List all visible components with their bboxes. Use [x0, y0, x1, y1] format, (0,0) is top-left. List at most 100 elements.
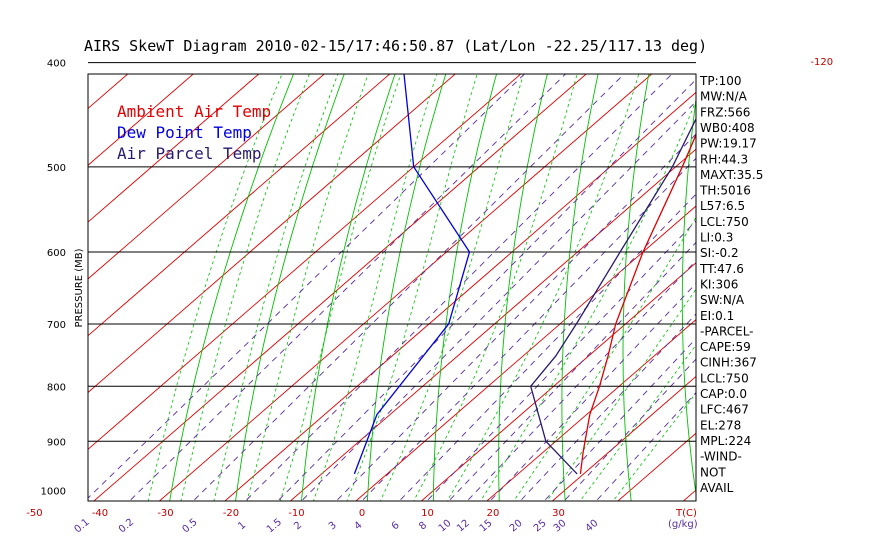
- dry-adiabat-line: [796, 0, 870, 518]
- isotherm-line: [289, 148, 696, 501]
- stability-index-item: LFC:467: [700, 403, 749, 417]
- stability-index-item: SW:N/A: [700, 293, 745, 307]
- bottom-temp-tick-label: 0: [359, 508, 365, 519]
- isotherm-line: [224, 91, 696, 501]
- pressure-tick-label: 1000: [41, 487, 66, 498]
- isotherm-line: [93, 74, 587, 501]
- mixing-ratio-tick-label: 8: [417, 520, 429, 533]
- pressure-tick-label: 700: [47, 320, 66, 331]
- moist-adiabat-line: [313, 74, 438, 501]
- mixing-ratio-tick-label: 6: [390, 520, 402, 533]
- mixing-ratio-tick-label: 15: [478, 518, 495, 535]
- moist-adiabat-line: [213, 74, 339, 501]
- stability-index-item: TT:47.6: [699, 262, 744, 276]
- dry-adiabat-line: [301, 74, 396, 501]
- mixing-ratio-line: [88, 74, 526, 499]
- stability-index-item: CINH:367: [700, 356, 757, 370]
- moist-adiabat-line: [379, 74, 524, 501]
- mixing-ratio-tick-label: 40: [584, 518, 601, 535]
- axis-ticks: 1002003004005006007008009001000-120-110-…: [26, 57, 833, 536]
- top-temp-tick-label: -120: [810, 57, 833, 68]
- stability-index-item: AVAIL: [700, 481, 734, 495]
- ambient-temp-line: [579, 133, 696, 474]
- moist-adiabat-line: [180, 74, 310, 501]
- stability-index-item: MPL:224: [700, 434, 751, 448]
- isotherm-line: [420, 262, 696, 501]
- mixing-ratio-tick-label: 30: [552, 518, 569, 535]
- stability-index-item: PW:19.17: [700, 137, 757, 151]
- plot-frame: [87, 73, 697, 502]
- dry-adiabat-line: [850, 0, 870, 518]
- stability-index-item: KI:306: [700, 277, 738, 291]
- mixing-ratio-line: [302, 100, 696, 501]
- stability-index-item: LCL:750: [700, 215, 749, 229]
- mixing-ratio-tick-label: 10: [437, 518, 454, 535]
- mixing-ratio-tick-label: 3: [327, 520, 339, 533]
- mixing-ratio-line: [400, 193, 696, 501]
- moist-adiabat-line: [513, 216, 696, 501]
- temp-unit-label: T(C): [675, 508, 697, 519]
- legend: Ambient Air Temp Dew Point Temp Air Parcel…: [117, 102, 271, 163]
- mixing-ratio-line: [246, 74, 673, 501]
- stability-index-item: SI:-0.2: [700, 246, 739, 260]
- legend-item: Dew Point Temp: [117, 123, 252, 142]
- stability-index-item: MW:N/A: [700, 90, 748, 104]
- bottom-temp-tick-label: -40: [92, 508, 108, 519]
- mixing-ratio-tick-label: 12: [455, 518, 472, 535]
- stability-index-item: CAPE:59: [700, 340, 751, 354]
- mixing-ratio-line: [449, 241, 696, 501]
- mixing-ratio-line: [278, 78, 696, 501]
- mixing-ratio-tick-label: 2: [292, 520, 304, 533]
- pressure-tick-label: 600: [47, 248, 66, 259]
- stability-index-item: MAXT:35.5: [700, 168, 763, 182]
- dry-adiabat-line: [169, 74, 294, 501]
- stability-index-item: -PARCEL-: [700, 324, 754, 338]
- bottom-temp-tick-label: -10: [288, 508, 304, 519]
- stability-index-item: WB0:408: [700, 121, 755, 135]
- mixing-ratio-unit-label: (g/kg): [668, 519, 698, 530]
- mixing-ratio-tick-label: 0.1: [72, 517, 91, 536]
- mixing-ratio-tick-label: 4: [352, 520, 364, 533]
- stability-index-item: EI:0.1: [700, 309, 734, 323]
- dew-point-line: [353, 74, 471, 475]
- pressure-tick-label: 800: [47, 382, 66, 393]
- mixing-ratio-tick-label: 1: [236, 520, 248, 533]
- mixing-ratio-line: [194, 74, 625, 501]
- moist-adiabat-line: [612, 392, 696, 501]
- stability-index-item: TH:5016: [699, 184, 751, 198]
- isotherm-line: [486, 319, 696, 501]
- pressure-tick-label: 500: [47, 163, 66, 174]
- dry-adiabat-line: [740, 0, 870, 518]
- isotherm-line: [158, 74, 653, 501]
- stability-index-item: EL:278: [700, 418, 741, 432]
- stability-index-item: LCL:750: [700, 371, 749, 385]
- mixing-ratio-tick-label: 0.5: [180, 517, 199, 536]
- mixing-ratio-line: [490, 282, 696, 501]
- parcel-temp-line: [529, 117, 696, 475]
- bottom-temp-tick-label: 20: [487, 508, 500, 519]
- isotherm-line: [551, 375, 696, 501]
- mixing-ratio-tick-label: 20: [508, 518, 525, 535]
- mixing-ratio-tick-label: 1.5: [265, 517, 284, 536]
- bottom-temp-tick-label: -20: [223, 508, 239, 519]
- isotherm-line: [88, 74, 522, 450]
- mixing-ratio-line: [130, 74, 567, 501]
- mixing-ratio-line: [362, 157, 696, 501]
- stability-index-item: NOT: [700, 465, 726, 479]
- mixing-ratio-tick-label: 25: [532, 518, 549, 535]
- isotherm-line: [355, 205, 696, 501]
- moist-adiabat-line: [446, 74, 640, 501]
- stability-index-item: -WIND-: [700, 450, 742, 464]
- y-axis-label: PRESSURE (MB): [74, 248, 85, 327]
- isotherm-line: [682, 489, 696, 501]
- stability-index-item: LI:0.3: [700, 231, 733, 245]
- bottom-temp-tick-label: 30: [552, 508, 565, 519]
- isobar-lines: [88, 62, 696, 442]
- mixing-ratio-line: [468, 259, 696, 501]
- bottom-temp-tick-label: 10: [421, 508, 434, 519]
- profile-series: [353, 74, 696, 475]
- stability-index-item: CAP:0.0: [700, 387, 747, 401]
- pressure-tick-label: 900: [47, 437, 66, 448]
- chart-title: AIRS SkewT Diagram 2010-02-15/17:46:50.8…: [84, 37, 707, 55]
